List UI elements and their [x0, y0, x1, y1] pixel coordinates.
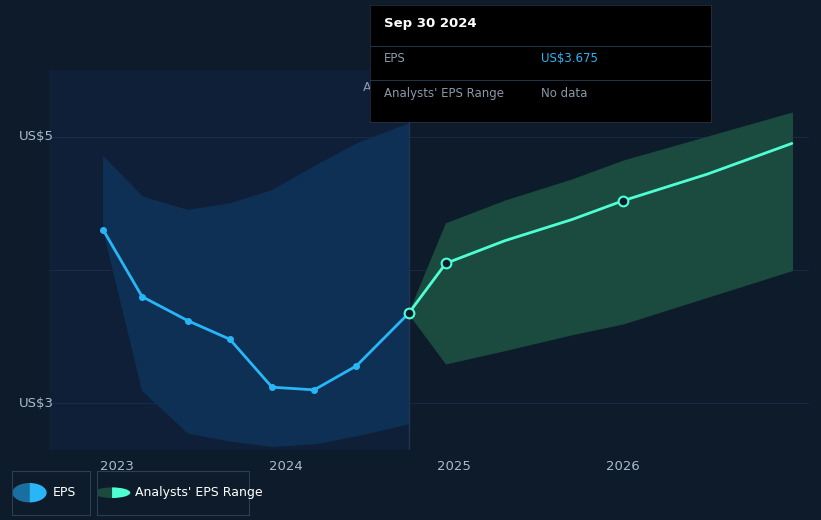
- Wedge shape: [12, 483, 30, 502]
- Wedge shape: [30, 483, 47, 502]
- Text: US$3.675: US$3.675: [540, 52, 598, 65]
- Text: 2025: 2025: [438, 460, 471, 473]
- Text: Sep 30 2024: Sep 30 2024: [384, 17, 476, 30]
- Text: Analysts' EPS Range: Analysts' EPS Range: [384, 87, 504, 100]
- Text: Analysts' EPS Range: Analysts' EPS Range: [135, 486, 263, 499]
- Text: 2024: 2024: [268, 460, 302, 473]
- Bar: [49, 70, 409, 450]
- Wedge shape: [94, 487, 112, 498]
- Text: No data: No data: [540, 87, 587, 100]
- Text: 2023: 2023: [100, 460, 134, 473]
- Text: EPS: EPS: [384, 52, 406, 65]
- Text: US$5: US$5: [19, 131, 54, 144]
- Text: Analysts Forecasts: Analysts Forecasts: [415, 81, 532, 94]
- Text: US$3: US$3: [19, 397, 54, 410]
- Text: EPS: EPS: [53, 486, 76, 499]
- Wedge shape: [112, 487, 131, 498]
- Text: 2026: 2026: [606, 460, 640, 473]
- Text: Actual: Actual: [363, 81, 402, 94]
